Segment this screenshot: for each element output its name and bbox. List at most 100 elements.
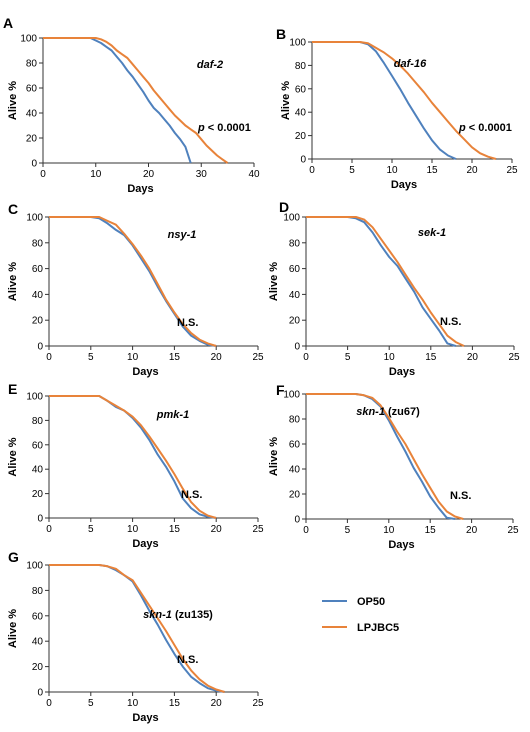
x-axis-label: Days bbox=[388, 539, 414, 551]
x-axis-label: Days bbox=[132, 366, 158, 378]
y-tick-label: 40 bbox=[289, 465, 301, 476]
x-axis-label: Days bbox=[391, 179, 417, 191]
x-tick-label: 5 bbox=[345, 525, 351, 536]
x-tick-label: 25 bbox=[507, 525, 519, 536]
x-tick-label: 20 bbox=[211, 698, 223, 709]
series-line-op50 bbox=[312, 41, 457, 160]
x-tick-label: 20 bbox=[211, 352, 223, 363]
stat-annotation: p < 0.0001 bbox=[458, 122, 512, 134]
y-tick-label: 40 bbox=[32, 465, 44, 476]
y-tick-label: 80 bbox=[295, 61, 307, 72]
gene-name: skn-1 bbox=[143, 609, 172, 621]
y-tick-label: 80 bbox=[289, 415, 301, 426]
legend-label-op50: OP50 bbox=[357, 596, 385, 608]
chart-panel-g: 0 20 40 60 80 100 0 5 10 15 20 25 Days Alive % Gskn-1 … bbox=[7, 549, 264, 724]
panel-letter: B bbox=[276, 26, 286, 42]
x-tick-label: 10 bbox=[90, 169, 102, 180]
x-tick-label: 10 bbox=[127, 698, 139, 709]
x-tick-label: 5 bbox=[349, 165, 355, 176]
x-tick-label: 5 bbox=[88, 352, 94, 363]
y-tick-label: 80 bbox=[289, 238, 301, 249]
panel-letter: F bbox=[276, 382, 285, 398]
stat-annotation: N.S. bbox=[181, 489, 202, 501]
x-tick-label: 15 bbox=[426, 165, 438, 176]
gene-annotation: skn-1 (zu67) bbox=[356, 406, 420, 418]
gene-annotation: sek-1 bbox=[418, 227, 446, 239]
x-tick-label: 25 bbox=[252, 524, 264, 535]
y-tick-label: 60 bbox=[295, 84, 307, 95]
gene-annotation: daf-16 bbox=[394, 58, 427, 70]
x-tick-label: 15 bbox=[169, 698, 181, 709]
y-tick-label: 40 bbox=[289, 290, 301, 301]
y-tick-label: 0 bbox=[300, 155, 306, 166]
y-tick-label: 0 bbox=[294, 515, 300, 526]
series-line-lpjbc5 bbox=[306, 393, 464, 520]
y-tick-label: 80 bbox=[32, 416, 44, 427]
x-tick-label: 15 bbox=[169, 524, 181, 535]
y-tick-label: 0 bbox=[294, 342, 300, 353]
y-tick-label: 0 bbox=[37, 514, 43, 525]
y-tick-label: 40 bbox=[295, 108, 307, 119]
stat-annotation: N.S. bbox=[177, 654, 198, 666]
x-tick-label: 0 bbox=[303, 525, 309, 536]
y-tick-label: 60 bbox=[26, 84, 38, 95]
x-tick-label: 20 bbox=[466, 525, 478, 536]
y-tick-label: 100 bbox=[20, 34, 37, 45]
x-tick-label: 25 bbox=[506, 165, 518, 176]
y-tick-label: 60 bbox=[32, 264, 44, 275]
y-tick-label: 100 bbox=[26, 392, 43, 403]
stat-annotation: N.S. bbox=[177, 317, 198, 329]
x-axis-label: Days bbox=[132, 538, 158, 550]
y-tick-label: 100 bbox=[26, 213, 43, 224]
stat-value: N.S. bbox=[181, 489, 202, 501]
x-tick-label: 10 bbox=[127, 524, 139, 535]
y-axis-label: Alive % bbox=[7, 81, 19, 120]
x-tick-label: 0 bbox=[46, 352, 52, 363]
y-tick-label: 40 bbox=[32, 637, 44, 648]
x-tick-label: 10 bbox=[384, 352, 396, 363]
x-axis-label: Days bbox=[389, 366, 415, 378]
y-tick-label: 100 bbox=[289, 38, 306, 49]
y-axis-label: Alive % bbox=[268, 262, 280, 301]
x-tick-label: 20 bbox=[211, 524, 223, 535]
y-tick-label: 20 bbox=[295, 131, 307, 142]
x-tick-label: 25 bbox=[252, 352, 264, 363]
x-tick-label: 5 bbox=[345, 352, 351, 363]
legend-label-lpjbc5: LPJBC5 bbox=[357, 622, 399, 634]
stat-value: N.S. bbox=[177, 317, 198, 329]
series-line-op50 bbox=[306, 216, 457, 347]
x-tick-label: 25 bbox=[252, 698, 264, 709]
x-axis-label: Days bbox=[127, 183, 153, 195]
series-line-lpjbc5 bbox=[43, 37, 229, 164]
y-tick-label: 60 bbox=[32, 440, 44, 451]
gene-name: skn-1 bbox=[356, 406, 385, 418]
gene-name: sek-1 bbox=[418, 227, 446, 239]
gene-annotation: daf-2 bbox=[197, 59, 223, 71]
series-line-op50 bbox=[49, 216, 217, 347]
x-tick-label: 15 bbox=[425, 525, 437, 536]
x-tick-label: 5 bbox=[88, 698, 94, 709]
y-tick-label: 80 bbox=[32, 586, 44, 597]
gene-name: nsy-1 bbox=[168, 229, 197, 241]
y-tick-label: 100 bbox=[283, 390, 300, 401]
y-tick-label: 0 bbox=[37, 688, 43, 699]
stat-value: N.S. bbox=[450, 490, 471, 502]
stat-annotation: p < 0.0001 bbox=[197, 122, 251, 134]
series-line-op50 bbox=[49, 564, 225, 693]
x-tick-label: 40 bbox=[248, 169, 260, 180]
y-axis-label: Alive % bbox=[7, 609, 19, 648]
x-tick-label: 0 bbox=[46, 698, 52, 709]
stat-annotation: N.S. bbox=[450, 490, 471, 502]
stat-value: N.S. bbox=[177, 654, 198, 666]
panel-letter: E bbox=[8, 381, 17, 397]
y-tick-label: 20 bbox=[289, 316, 301, 327]
stat-value: < 0.0001 bbox=[205, 122, 251, 134]
y-tick-label: 0 bbox=[31, 159, 37, 170]
gene-name: pmk-1 bbox=[156, 409, 189, 421]
x-tick-label: 20 bbox=[143, 169, 155, 180]
y-tick-label: 60 bbox=[289, 440, 301, 451]
y-axis-label: Alive % bbox=[268, 437, 280, 476]
y-tick-label: 40 bbox=[26, 109, 38, 120]
x-tick-label: 0 bbox=[303, 352, 309, 363]
y-tick-label: 80 bbox=[32, 238, 44, 249]
